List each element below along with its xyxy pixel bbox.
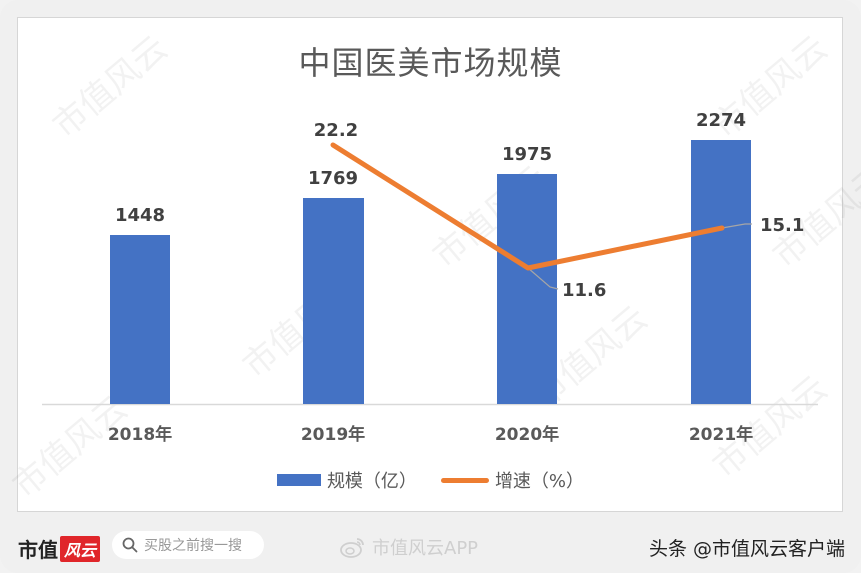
search-box[interactable]: 买股之前搜一搜 [112,531,264,559]
bar-2020 [497,174,557,404]
x-tick-label: 2019年 [301,424,365,445]
line-label: 11.6 [562,280,606,301]
line-label: 22.2 [314,120,358,141]
weibo-account: 市值风云APP [340,534,478,560]
legend-label: 增速（%） [494,471,585,492]
bar-label: 1975 [502,144,552,165]
legend-item-scale: 规模（亿） [276,467,417,493]
chart-title: 中国医美市场规模 [298,44,563,82]
toutiao-credit: 头条 @市值风云客户端 [648,538,845,560]
chart-legend: 规模（亿） 增速（%） [0,467,861,493]
growth-line [330,142,725,271]
footer: 市值 风云 买股之前搜一搜 市值风云APP 头条 @市值风云客户端 [0,520,861,573]
legend-label: 规模（亿） [326,471,417,492]
x-tick-label: 2020年 [495,424,559,445]
bar-label: 1448 [115,205,165,226]
weibo-icon [340,538,364,558]
legend-item-growth: 增速（%） [440,467,585,493]
leader-line [527,267,559,290]
leader-line [721,223,752,229]
x-tick-label: 2021年 [689,424,753,445]
bar-2019 [303,198,364,404]
search-placeholder: 买股之前搜一搜 [144,538,242,554]
bar-2021 [691,140,751,404]
bar-label: 1769 [308,168,358,189]
brand-logo: 市值 风云 [18,534,101,563]
brand-mark: 风云 [60,535,101,562]
search-icon [122,537,138,553]
bar-2018 [110,235,170,404]
x-tick-label: 2018年 [108,424,172,445]
bar-swatch-icon [276,474,321,486]
brand-text: 市值 [18,538,58,562]
bar-label: 2274 [696,110,746,131]
line-swatch-icon [440,477,489,483]
line-label: 15.1 [760,215,804,236]
weibo-text: 市值风云APP [372,538,479,559]
